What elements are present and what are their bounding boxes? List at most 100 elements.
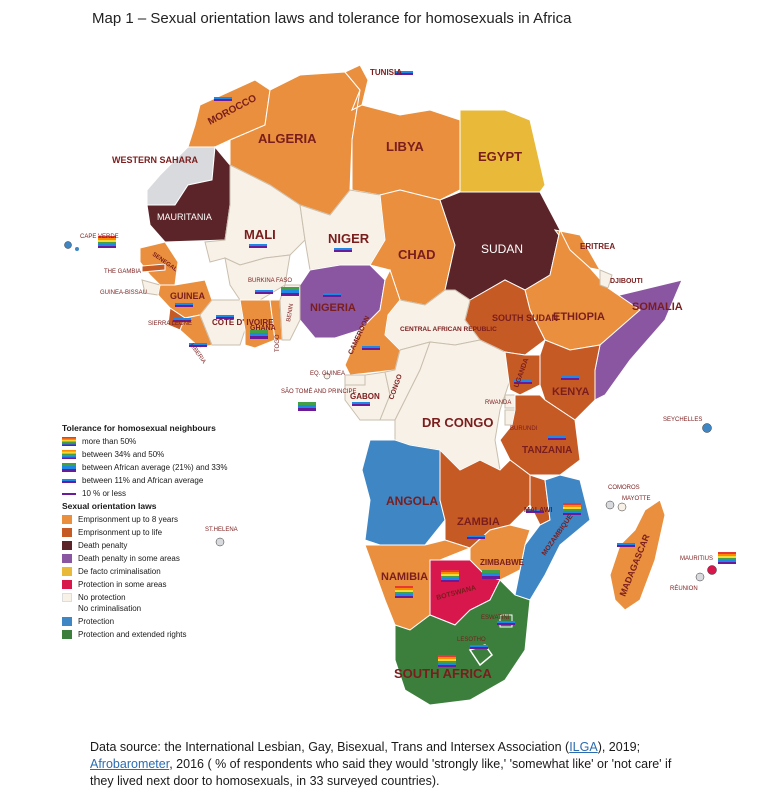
flag-morocco — [214, 97, 232, 101]
region-angola — [361, 439, 446, 546]
legend-laws-item: Protection and extended rights — [62, 629, 272, 640]
legend-tolerance-item: between 11% and African average — [62, 475, 272, 486]
swatch — [62, 630, 72, 639]
label-malawi: MALAWI — [524, 507, 552, 514]
swatch — [62, 617, 72, 626]
label-burkina: BURKINA FASO — [248, 278, 292, 284]
region-benin — [279, 284, 301, 341]
label-mali: MALI — [244, 227, 276, 242]
flag-gabon — [352, 402, 370, 406]
label-western-sahara: WESTERN SAHARA — [112, 155, 199, 165]
flag-eswatini — [497, 621, 515, 625]
label-lesotho: LESOTHO — [457, 637, 486, 643]
label-libya: LIBYA — [386, 139, 424, 154]
legend-laws-item: Death penalty in some areas — [62, 553, 272, 564]
flag-mozambique — [563, 503, 581, 515]
swatch — [62, 554, 72, 563]
swatch — [62, 593, 72, 602]
region-gambia — [141, 263, 166, 273]
flag-tanzania — [548, 436, 566, 440]
cape-verde-marker — [64, 241, 72, 249]
label-eswatini: ESWATINI — [481, 615, 510, 621]
label-chad: CHAD — [398, 247, 436, 262]
legend-laws-item: Protection in some areas — [62, 579, 272, 590]
africa-map: TUNISIA MOROCCO ALGERIA LIBYA EGYPT WEST… — [64, 64, 736, 706]
legend-laws-title: Sexual orientation laws — [62, 501, 157, 511]
legend-tolerance-item: 10 % or less — [62, 488, 272, 499]
rainbow1-flag-icon — [62, 493, 76, 495]
legend-laws-item: Death penalty — [62, 540, 272, 551]
label-sudan: SUDAN — [481, 242, 523, 256]
label-seychelles: SEYCHELLES — [663, 417, 702, 423]
flag-lesotho — [470, 645, 488, 649]
label-gambia: THE GAMBIA — [104, 269, 141, 275]
flag-namibia — [395, 586, 413, 598]
legend: Tolerance for homosexual neighbours more… — [62, 421, 272, 642]
label-egypt: EGYPT — [478, 149, 522, 164]
flag-mali — [249, 244, 267, 248]
swatch — [62, 528, 72, 537]
legend-laws-item: Emprisonment up to life — [62, 527, 272, 538]
region-somalia — [594, 279, 683, 401]
label-gabon: GABON — [350, 392, 380, 401]
label-ethiopia: ETHIOPIA — [553, 311, 605, 323]
label-sierra-leone: SIERRA LEONE — [148, 321, 192, 327]
label-benin: BENIN — [286, 303, 295, 322]
label-cape-verde: CAPE VERDE — [80, 234, 119, 240]
region-kenya — [539, 339, 601, 421]
flag-cameroon — [362, 346, 380, 350]
mayotte-marker — [617, 502, 627, 512]
legend-laws-item: Emprisonment up to 8 years — [62, 514, 272, 525]
label-nigeria: NIGERIA — [310, 302, 356, 314]
label-reunion: RÉUNION — [670, 585, 698, 592]
flag-mauritius — [718, 552, 736, 564]
region-madagascar — [609, 499, 666, 611]
label-mauritania: MAURITANIA — [157, 212, 212, 222]
flag-nigeria — [323, 293, 341, 297]
legend-laws-sublabel: No criminalisation — [78, 604, 142, 613]
label-togo: TOGO — [275, 334, 281, 352]
rainbow2-flag-icon — [62, 479, 76, 483]
legend-laws-label: Emprisonment up to 8 years — [78, 515, 179, 524]
legend-laws-label: Death penalty in some areas — [78, 554, 180, 563]
flag-botswana — [441, 570, 459, 582]
sao-tome-marker — [323, 372, 331, 380]
seychelles-marker — [702, 423, 712, 433]
legend-tolerance-item: more than 50% — [62, 436, 272, 447]
legend-laws-label: Death penalty — [78, 541, 128, 550]
legend-laws-label: Protection — [78, 617, 115, 626]
label-kenya: KENYA — [552, 386, 590, 398]
afrobarometer-link[interactable]: Afrobarometer — [90, 757, 170, 771]
cape-verde-marker-2 — [75, 247, 79, 251]
legend-tolerance-label: more than 50% — [82, 437, 137, 446]
flag-benin — [281, 287, 299, 296]
st-helena-marker — [215, 537, 225, 547]
label-mauritius: MAURITIUS — [680, 556, 713, 562]
region-south-africa — [394, 579, 531, 706]
label-south-africa: SOUTH AFRICA — [394, 666, 492, 681]
label-somalia: SOMALIA — [632, 301, 683, 313]
label-guinea-bissau: GUINEA-BISSAU — [100, 290, 147, 296]
label-dr-congo: DR CONGO — [422, 415, 494, 430]
rainbow5-flag-icon — [62, 450, 76, 459]
label-tanzania: TANZANIA — [522, 445, 572, 456]
legend-laws-label: Protection and extended rights — [78, 630, 187, 639]
swatch — [62, 515, 72, 524]
region-zambia — [439, 448, 531, 549]
swatch — [62, 580, 72, 589]
label-sao-tome: SÃO TOMÉ AND PRINCIPE — [281, 388, 356, 395]
ilga-link[interactable]: ILGA — [569, 740, 598, 754]
source-note: Data source: the International Lesbian, … — [90, 739, 690, 790]
label-angola: ANGOLA — [386, 494, 438, 508]
label-niger: NIGER — [328, 231, 370, 246]
legend-laws-label: Protection in some areas — [78, 580, 167, 589]
flag-burkina — [255, 290, 273, 294]
flag-kenya — [561, 376, 579, 380]
flag-sao-tome — [298, 402, 316, 411]
region-tanzania — [499, 394, 581, 476]
label-algeria: ALGERIA — [258, 131, 317, 146]
label-namibia: NAMIBIA — [381, 571, 428, 583]
flag-madagascar — [617, 543, 635, 547]
label-south-sudan: SOUTH SUDAN — [492, 313, 558, 323]
label-zimbabwe: ZIMBABWE — [480, 558, 525, 567]
